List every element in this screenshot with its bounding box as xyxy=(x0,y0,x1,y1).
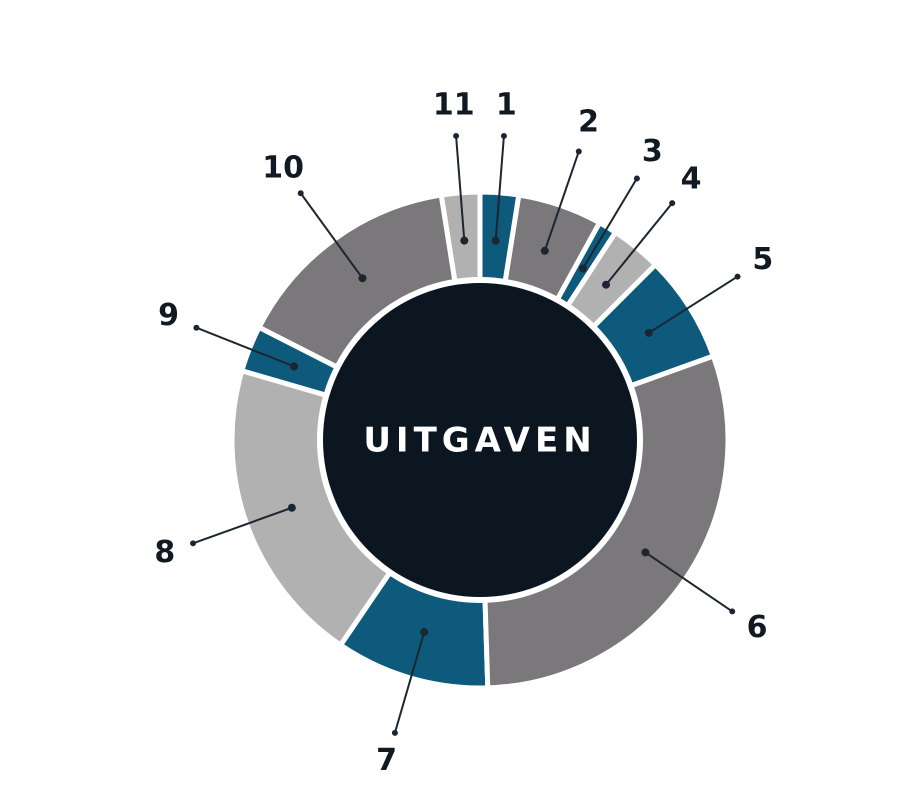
leader-line xyxy=(196,326,295,368)
leader-end xyxy=(297,190,304,197)
leader-line xyxy=(494,135,505,241)
leader-dot xyxy=(602,280,611,289)
leader-end xyxy=(734,273,741,280)
slice-label: 7 xyxy=(376,743,397,778)
slice-label: 11 xyxy=(433,88,475,123)
leader-dot xyxy=(540,246,549,255)
leader-dot xyxy=(460,236,469,245)
center-label: UITGAVEN xyxy=(363,421,596,461)
leader-dot xyxy=(641,548,650,557)
leader-line xyxy=(393,631,426,734)
leader-end xyxy=(453,132,460,139)
leader-end xyxy=(633,175,640,182)
leader-line xyxy=(605,202,673,286)
leader-end xyxy=(729,608,736,615)
slice-label: 10 xyxy=(262,150,304,185)
leader-dot xyxy=(578,264,587,273)
leader-line xyxy=(299,192,364,279)
slice-label: 5 xyxy=(752,242,773,277)
center-disc xyxy=(317,277,643,603)
slice-label: 6 xyxy=(747,610,768,645)
slice-label: 8 xyxy=(154,535,175,570)
leader-end xyxy=(190,540,197,547)
slice-label: 3 xyxy=(642,134,663,169)
leader-dot xyxy=(491,236,500,245)
leader-end xyxy=(669,200,676,207)
leader-dot xyxy=(290,362,299,371)
leader-end xyxy=(391,729,398,736)
leader-line xyxy=(582,177,638,270)
slice-label: 1 xyxy=(496,88,517,123)
leader-line xyxy=(648,275,739,334)
leader-dot xyxy=(287,503,296,512)
leader-dot xyxy=(358,274,367,283)
leader-end xyxy=(575,148,582,155)
leader-end xyxy=(193,324,200,331)
leader-line xyxy=(455,135,466,241)
slice-label: 4 xyxy=(681,161,702,196)
leader-line xyxy=(543,151,580,252)
leader-line xyxy=(192,506,293,545)
slice-label: 9 xyxy=(158,298,179,333)
leader-line xyxy=(644,551,733,613)
leader-end xyxy=(500,132,507,139)
slice-label: 2 xyxy=(578,105,599,140)
leader-dot xyxy=(420,628,429,637)
leader-dot xyxy=(644,328,653,337)
